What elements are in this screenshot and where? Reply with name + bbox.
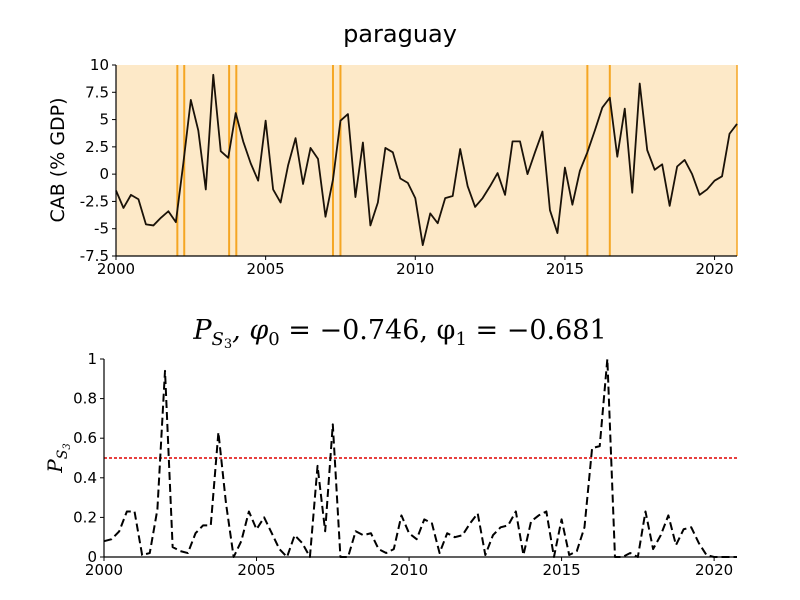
title-phi0-value: = −0.746, φ bbox=[280, 315, 456, 346]
y-ticks: 1 0.8 0.6 0.4 0.2 0 bbox=[73, 350, 104, 566]
x-tick-label: 2015 bbox=[546, 260, 584, 278]
x-tick-label: 2020 bbox=[695, 561, 733, 579]
y-tick-label: 0.6 bbox=[73, 429, 97, 447]
plot-background bbox=[116, 65, 737, 256]
y-tick-label: -5 bbox=[94, 220, 109, 238]
title-phi1-value: = −0.681 bbox=[467, 315, 607, 346]
ylabel-sub-s: S bbox=[55, 450, 71, 460]
title-p: P bbox=[192, 315, 212, 346]
ylabel-subsub-3: 3 bbox=[62, 443, 73, 449]
x-tick-label: 2005 bbox=[247, 260, 285, 278]
x-ticks: 2000 2005 2010 2015 2020 bbox=[97, 256, 734, 278]
title-subsub-3: 3 bbox=[224, 337, 232, 352]
probability-chart-panel: PS3, φ0 = −0.746, φ1 = −0.681 PS3 10.80.… bbox=[43, 315, 737, 579]
y-tick-label: 2.5 bbox=[85, 138, 109, 156]
cab-chart-panel: paraguay CAB (% GDP) 10 7.5 5 2.5 0 -2.5 -5 -7.… bbox=[47, 20, 738, 278]
cab-series bbox=[115, 73, 738, 246]
x-tick-label: 2010 bbox=[396, 260, 434, 278]
ylabel-p: P bbox=[43, 459, 67, 474]
y-tick-label: -7.5 bbox=[80, 247, 109, 265]
x-tick-label: 2020 bbox=[695, 260, 733, 278]
y-tick-label: 1 bbox=[87, 350, 97, 368]
axes bbox=[115, 65, 737, 257]
probability-y-axis-label: PS3 bbox=[43, 443, 73, 473]
y-tick-label: 0.8 bbox=[73, 390, 97, 408]
y-tick-label: -2.5 bbox=[80, 192, 109, 210]
title-phi0-sub: 0 bbox=[268, 329, 279, 350]
x-ticks: 2000 2005 2010 2015 2020 bbox=[85, 557, 733, 579]
y-tick-label: 0 bbox=[87, 548, 97, 566]
chart-title: paraguay bbox=[343, 20, 457, 48]
x-tick-label: 2000 bbox=[85, 561, 123, 579]
title-sub-s: S bbox=[212, 329, 224, 350]
y-tick-label: 10 bbox=[90, 56, 109, 74]
probability-chart-title: PS3, φ0 = −0.746, φ1 = −0.681 bbox=[192, 315, 606, 352]
x-tick-label: 2015 bbox=[542, 561, 580, 579]
y-tick-label: 0.4 bbox=[73, 469, 97, 487]
axes bbox=[103, 359, 737, 558]
y-tick-label: 7.5 bbox=[85, 83, 109, 101]
y-axis-label: CAB (% GDP) bbox=[47, 97, 69, 222]
x-tick-label: 2000 bbox=[97, 260, 135, 278]
title-phi1-sub: 1 bbox=[455, 329, 466, 350]
y-tick-label: 0 bbox=[99, 165, 109, 183]
y-ticks: 10 7.5 5 2.5 0 -2.5 -5 -7.5 bbox=[80, 56, 116, 265]
series-line bbox=[103, 358, 737, 558]
series-line bbox=[115, 73, 738, 246]
y-tick-label: 0.2 bbox=[73, 508, 97, 526]
y-tick-label: 5 bbox=[99, 111, 109, 129]
x-tick-label: 2005 bbox=[237, 561, 275, 579]
title-phi0: , φ bbox=[232, 315, 268, 346]
probability-series bbox=[103, 358, 737, 558]
x-tick-label: 2010 bbox=[390, 561, 428, 579]
